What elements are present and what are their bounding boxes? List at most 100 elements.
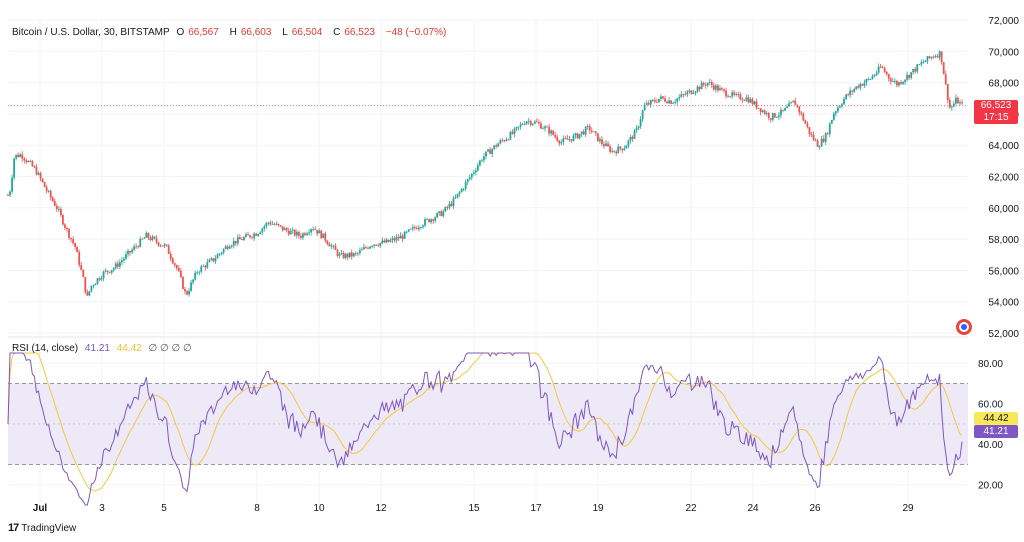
candle-body — [438, 211, 441, 213]
candle-body — [544, 126, 546, 129]
candle-body — [523, 123, 526, 125]
candle-body — [560, 142, 563, 144]
candle-body — [806, 123, 809, 127]
candle-body — [812, 134, 815, 140]
candle-body — [739, 94, 742, 100]
candle-body — [139, 238, 142, 247]
candle-body — [302, 233, 304, 238]
candle-body — [851, 90, 854, 92]
candle-body — [31, 161, 34, 167]
candle-body — [452, 198, 455, 206]
candle-body — [39, 172, 42, 179]
candle-body — [297, 231, 300, 236]
price-tick-label: 58,000 — [988, 235, 1019, 246]
candle-body — [737, 94, 740, 95]
candle-body — [952, 103, 955, 107]
candle-body — [367, 247, 369, 249]
candle-body — [200, 266, 203, 272]
candle-body — [792, 100, 795, 103]
bar-countdown: 17:15 — [983, 112, 1009, 123]
candle-body — [196, 272, 199, 274]
candle-body — [224, 246, 227, 249]
price-legend: Bitcoin / U.S. Dollar, 30, BITSTAMP O 66,… — [12, 27, 450, 38]
candle-body — [462, 188, 465, 190]
candle-body — [497, 143, 500, 147]
candle-body — [352, 253, 355, 257]
candle-body — [198, 271, 201, 273]
candle-body — [344, 253, 347, 259]
candle-body — [342, 253, 345, 259]
candle-body — [324, 233, 327, 241]
candle-body — [9, 191, 11, 196]
candle-body — [753, 101, 756, 105]
candle-body — [617, 146, 620, 154]
candle-body — [674, 101, 677, 103]
candle-body — [922, 62, 925, 64]
candle-body — [208, 259, 211, 263]
candle-body — [773, 113, 776, 118]
candle-body — [247, 234, 249, 236]
settings-icon[interactable] — [956, 319, 972, 335]
candle-body — [214, 258, 217, 262]
candle-body — [745, 97, 748, 101]
candle-body — [66, 227, 68, 230]
tradingview-logo[interactable]: 17 TradingView — [8, 522, 76, 534]
candle-body — [542, 128, 544, 130]
price-tick-label: 56,000 — [988, 266, 1019, 277]
close-value: 66,523 — [344, 27, 375, 38]
candle-body — [415, 228, 418, 230]
candle-body — [314, 229, 317, 230]
candle-body — [123, 258, 125, 261]
candle-body — [678, 96, 681, 99]
candle-body — [403, 231, 406, 239]
candle-body — [53, 201, 56, 206]
candle-body — [98, 278, 101, 280]
rsi-ma-badge: 44.42 — [974, 412, 1018, 425]
rsi-tick-label: 60.00 — [978, 400, 1003, 411]
candle-body — [318, 230, 321, 234]
candle-body — [550, 130, 553, 134]
candle-body — [613, 150, 616, 152]
candle-body — [359, 250, 361, 253]
candle-body — [794, 100, 797, 105]
time-tick-label: 22 — [685, 503, 697, 514]
candle-body — [676, 98, 679, 102]
candle-body — [133, 246, 136, 250]
candle-body — [306, 233, 308, 236]
candle-body — [847, 94, 849, 96]
candle-body — [322, 233, 325, 239]
candle-body — [666, 101, 668, 104]
candle-body — [330, 245, 333, 247]
symbol-title[interactable]: Bitcoin / U.S. Dollar, 30, BITSTAMP — [12, 27, 170, 38]
candle-body — [468, 177, 471, 180]
time-tick-label: 8 — [254, 503, 260, 514]
candle-body — [513, 128, 516, 134]
candle-body — [409, 228, 412, 230]
rsi-badge: 41.21 — [974, 425, 1018, 438]
candle-body — [940, 51, 943, 63]
rsi-title[interactable]: RSI (14, close) — [12, 343, 79, 354]
candle-body — [245, 234, 247, 238]
candle-body — [782, 109, 784, 111]
candle-body — [361, 249, 363, 251]
candle-body — [35, 167, 38, 175]
candle-body — [228, 246, 231, 249]
candle-body — [263, 226, 266, 229]
candle-body — [733, 92, 736, 95]
time-axis: Jul 3 5 8 10 12 15 17 19 22 24 26 29 — [33, 503, 914, 514]
candle-body — [371, 245, 374, 247]
candle-body — [82, 269, 85, 277]
candle-body — [340, 253, 343, 255]
price-tick-label: 54,000 — [988, 298, 1019, 309]
candle-body — [879, 66, 882, 68]
candle-body — [316, 229, 319, 234]
candle-body — [511, 132, 514, 134]
candle-body — [308, 232, 310, 234]
candle-body — [603, 143, 605, 147]
candle-body — [741, 99, 744, 101]
candle-body — [615, 151, 618, 154]
candle-body — [257, 234, 260, 236]
candle-body — [458, 192, 461, 194]
candle-body — [655, 101, 658, 103]
